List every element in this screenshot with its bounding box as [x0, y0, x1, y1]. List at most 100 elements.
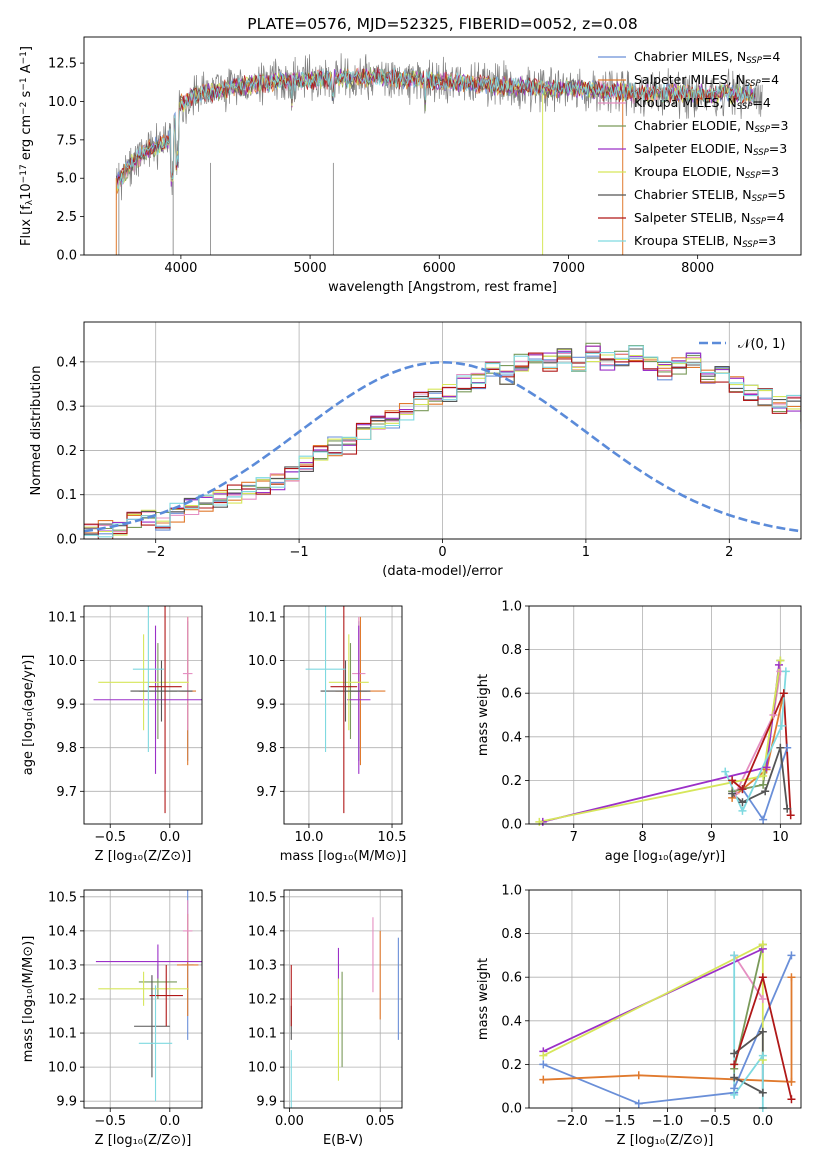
- point-marker-kroupa_elodie: [539, 1051, 548, 1060]
- axes-frame: [528, 605, 802, 825]
- x-tick-label: 0.05: [366, 1114, 395, 1129]
- y-tick-label: 0.2: [56, 444, 77, 459]
- y-tick-label: 0.6: [501, 971, 522, 986]
- y-tick-label: 1.0: [501, 884, 522, 899]
- hist-step-kroupa_stelib: [84, 345, 801, 538]
- y-tick-label: 10.3: [248, 958, 277, 973]
- x-tick-label: 10: [772, 830, 789, 845]
- point-marker-salpeter_stelib: [738, 785, 747, 794]
- y-tick-label: 0.3: [56, 400, 77, 415]
- hist-step-salpeter_stelib: [84, 351, 801, 539]
- y-label-part: Flux [f: [19, 205, 34, 246]
- y-label-part: s: [19, 90, 34, 101]
- axes-ebv_mass: 0.00 0.05 9.9 10.0 10.1 10.2 10.3 10.4 10.5 E(B-V…: [248, 889, 403, 1148]
- y-tick-label: 10.0: [248, 1061, 277, 1076]
- plot-area-ebv_mass: [290, 917, 399, 1108]
- x-tick-label: 10.0: [294, 830, 323, 845]
- point-marker-salpeter_stelib: [787, 1095, 796, 1104]
- y-label-part: erg cm: [19, 115, 34, 164]
- x-axis-label: Z [log₁₀(Z/Z⊙)]: [95, 849, 192, 864]
- axes-frame: [283, 605, 403, 825]
- x-tick-label: −2: [146, 545, 165, 560]
- x-tick-label: 1: [582, 545, 590, 560]
- y-tick-label: 10.0: [48, 654, 77, 669]
- y-label-part: −1: [19, 51, 29, 64]
- legend-text: Kroupa STELIB, N: [634, 233, 742, 248]
- series-line-salpeter_miles: [543, 977, 793, 1083]
- legend-text: Salpeter STELIB, N: [634, 210, 750, 225]
- y-tick-label: 10.4: [248, 924, 277, 939]
- point-marker-salpeter_miles: [787, 973, 796, 982]
- legend-label-chabrier_stelib: Chabrier STELIB, NSSP=5: [634, 187, 786, 204]
- legend-tail: =4: [762, 49, 780, 64]
- x-axis-label: Z [log₁₀(Z/Z⊙)]: [95, 1133, 192, 1148]
- y-tick-label: 9.8: [256, 741, 277, 756]
- y-label-part: λ: [25, 199, 35, 205]
- y-tick-label: 10.4: [48, 924, 77, 939]
- legend-text: Chabrier MILES, N: [634, 49, 746, 64]
- y-tick-label: 7.5: [56, 133, 77, 148]
- legend-sub: SSP: [753, 148, 769, 158]
- legend-text: Chabrier STELIB, N: [634, 187, 752, 202]
- y-tick-label: 10.5: [48, 890, 77, 905]
- y-tick-label: 1.0: [501, 600, 522, 615]
- x-tick-label: 0.0: [752, 1114, 773, 1129]
- x-tick-label: 9: [707, 830, 715, 845]
- legend-label-salpeter_miles: Salpeter MILES, NSSP=4: [634, 72, 779, 89]
- x-axis-label: Z [log₁₀(Z/Z⊙)]: [617, 1133, 714, 1148]
- y-tick-label: 0.2: [501, 774, 522, 789]
- y-tick-label: 5.0: [56, 172, 77, 187]
- axes-residuals: −2 −1 0 1 2 0.0 0.1 0.2 0.3 0.4 (data-model)/error…: [29, 321, 802, 579]
- chart-title: PLATE=0576, MJD=52325, FIBERID=0052, z=0…: [247, 15, 637, 33]
- y-label-part: A: [19, 64, 34, 77]
- point-marker-salpeter_stelib: [779, 689, 788, 698]
- legend-label-salpeter_stelib: Salpeter STELIB, NSSP=4: [634, 210, 784, 227]
- x-axis-label: mass [log₁₀(M/M⊙)]: [280, 849, 407, 864]
- x-tick-label: 2: [725, 545, 733, 560]
- legend-label-kroupa_miles: Kroupa MILES, NSSP=4: [634, 95, 771, 112]
- y-tick-label: 10.0: [48, 1061, 77, 1076]
- axes-z_weight: −2.0 −1.5 −1.0 −0.5 0.0 0.0 0.2 0.4 0.6 0.8 1.0 Z […: [476, 884, 802, 1148]
- series-line-kroupa_stelib: [733, 955, 764, 1108]
- axes-frame: [83, 36, 802, 256]
- x-axis-label: wavelength [Angstrom, rest frame]: [328, 280, 557, 295]
- y-axis-label: Normed distribution: [29, 366, 44, 496]
- series-line-salpeter_stelib: [731, 692, 792, 816]
- point-marker-chabrier_miles: [759, 815, 768, 824]
- y-tick-label: 9.9: [56, 698, 77, 713]
- point-marker-kroupa_stelib: [738, 806, 747, 815]
- legend-sub: SSP: [737, 102, 753, 112]
- x-tick-label: 8: [638, 830, 646, 845]
- point-marker-salpeter_miles: [787, 1077, 796, 1086]
- y-label-part: 10: [19, 183, 34, 200]
- x-axis-label: age [log₁₀(age/yr)]: [605, 849, 726, 864]
- y-tick-label: 0.2: [501, 1058, 522, 1073]
- point-marker-kroupa_stelib: [781, 667, 790, 676]
- legend-tail: =3: [758, 233, 776, 248]
- y-tick-label: 10.0: [248, 654, 277, 669]
- axes-z_mass: −0.5 0.0 9.9 10.0 10.1 10.2 10.3 10.4 10.5 Z [log…: [21, 889, 203, 1148]
- x-tick-label: 10.5: [378, 830, 407, 845]
- x-tick-label: −0.5: [94, 1114, 126, 1129]
- y-tick-label: 0.1: [56, 488, 77, 503]
- legend-text: Salpeter ELODIE, N: [634, 141, 753, 156]
- plot-area-z_mass: [95, 890, 202, 1102]
- x-tick-label: 0.00: [275, 1114, 304, 1129]
- point-marker-kroupa_elodie: [758, 940, 767, 949]
- legend-sub: SSP: [754, 125, 770, 135]
- x-tick-label: 0.0: [159, 1114, 180, 1129]
- y-axis-label: mass weight: [476, 958, 491, 1040]
- y-tick-label: 10.1: [48, 610, 77, 625]
- legend-label-chabrier_miles: Chabrier MILES, NSSP=4: [634, 49, 780, 66]
- hist-step-kroupa_elodie: [84, 348, 801, 536]
- legend-sub: SSP: [752, 194, 768, 204]
- y-tick-label: 0.0: [501, 1102, 522, 1117]
- y-axis-label: mass weight: [476, 674, 491, 756]
- legend-label-chabrier_elodie: Chabrier ELODIE, NSSP=3: [634, 118, 789, 135]
- legend-label-kroupa_stelib: Kroupa STELIB, NSSP=3: [634, 233, 776, 250]
- y-tick-label: 0.0: [56, 249, 77, 264]
- point-marker-chabrier_stelib: [783, 804, 792, 813]
- y-tick-label: 0.8: [501, 643, 522, 658]
- point-marker-kroupa_elodie: [535, 817, 544, 826]
